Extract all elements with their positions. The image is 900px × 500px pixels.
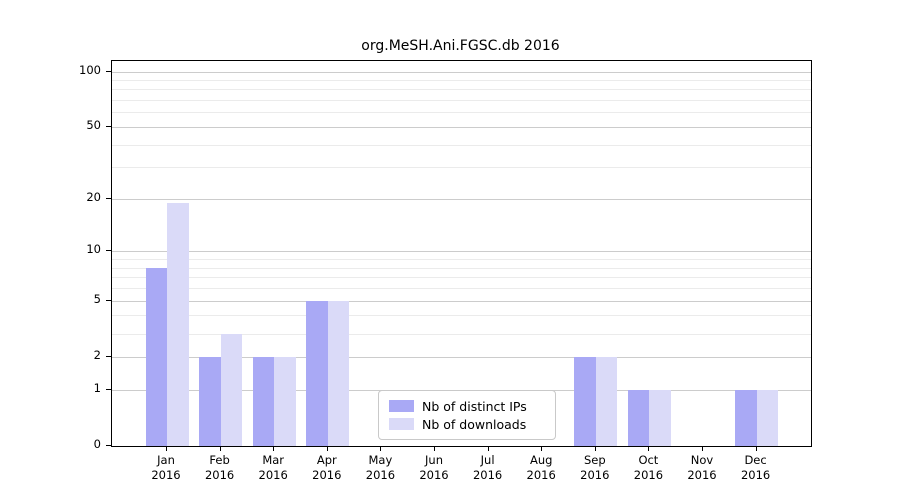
x-axis-tick xyxy=(166,446,167,451)
y-axis-tick xyxy=(106,445,111,446)
bar-downloads xyxy=(167,202,189,446)
x-axis-month-label: Oct 2016 xyxy=(633,453,664,482)
legend-swatch-downloads xyxy=(389,418,414,430)
bar-downloads xyxy=(327,300,350,446)
x-axis-tick xyxy=(273,446,275,451)
y-axis-tick-label: 50 xyxy=(86,117,101,132)
y-axis-tick xyxy=(106,388,111,390)
gridline-minor xyxy=(112,259,811,261)
gridline-minor xyxy=(112,288,811,290)
y-axis-tick xyxy=(106,125,111,127)
bar-downloads xyxy=(756,389,779,446)
x-axis-tick xyxy=(541,446,543,451)
x-axis-month-label: Jun 2016 xyxy=(419,453,449,482)
y-axis-tick-label: 20 xyxy=(86,189,101,204)
x-axis-month-label: Sep 2016 xyxy=(580,453,610,482)
x-axis-tick xyxy=(434,446,435,451)
bar-distinct-ips xyxy=(306,300,328,446)
gridline-major xyxy=(112,71,811,73)
gridline-major xyxy=(112,198,811,200)
legend-swatch-distinct-ips xyxy=(389,400,414,412)
y-axis-tick-label: 0 xyxy=(93,437,101,451)
x-axis-month-label: Dec 2016 xyxy=(740,453,771,482)
bar-distinct-ips xyxy=(145,267,167,446)
gridline-minor xyxy=(112,112,811,114)
bar-distinct-ips xyxy=(735,389,757,446)
x-axis-month-label: Aug 2016 xyxy=(526,453,556,482)
bar-distinct-ips xyxy=(252,356,275,446)
bar-downloads xyxy=(649,389,671,446)
x-axis-month-label: Nov 2016 xyxy=(687,453,717,482)
gridline-major xyxy=(112,300,811,302)
bar-downloads xyxy=(274,356,296,446)
x-axis-month-label: Jan 2016 xyxy=(151,453,181,482)
chart-title: org.MeSH.Ani.FGSC.db 2016 xyxy=(361,38,560,54)
x-axis-tick xyxy=(755,446,757,451)
x-axis-tick xyxy=(648,446,650,451)
y-axis-tick xyxy=(106,197,111,199)
x-axis-month-label: May 2016 xyxy=(365,453,396,482)
gridline-major xyxy=(112,251,811,253)
bar-downloads xyxy=(220,333,243,446)
legend-label-downloads: Nb of downloads xyxy=(422,416,527,432)
legend-row-distinct-ips: Nb of distinct IPs xyxy=(379,399,555,414)
y-axis-tick xyxy=(106,355,111,357)
x-axis-month-label: Feb 2016 xyxy=(204,453,235,482)
plot-area xyxy=(111,60,812,447)
bar-downloads xyxy=(595,356,618,446)
gridline-minor xyxy=(112,100,811,102)
x-axis-tick xyxy=(487,446,489,451)
y-axis-tick xyxy=(106,70,111,72)
gridline-minor xyxy=(112,79,811,81)
x-axis-tick xyxy=(380,446,382,451)
gridline-major xyxy=(112,126,811,128)
y-axis-tick-label: 100 xyxy=(79,62,101,77)
legend-label-distinct-ips: Nb of distinct IPs xyxy=(422,398,527,414)
y-axis-tick-label: 1 xyxy=(93,380,101,395)
gridline-minor xyxy=(112,144,811,146)
y-axis-tick xyxy=(106,250,111,252)
x-axis-tick xyxy=(326,446,328,451)
x-axis-tick xyxy=(702,446,703,451)
x-axis-tick xyxy=(219,446,221,451)
y-axis-tick-label: 5 xyxy=(93,291,101,306)
bar-distinct-ips xyxy=(199,356,221,446)
legend-row-downloads: Nb of downloads xyxy=(379,417,555,432)
y-axis-tick-label: 2 xyxy=(93,347,101,362)
gridline-major xyxy=(112,356,811,358)
gridline-minor xyxy=(112,89,811,91)
gridline-minor xyxy=(112,267,811,269)
gridline-minor xyxy=(112,167,811,169)
y-axis-tick-label: 10 xyxy=(86,242,101,257)
gridline-minor xyxy=(112,333,811,335)
gridline-minor xyxy=(112,277,811,279)
x-axis-month-label: Mar 2016 xyxy=(258,453,288,482)
gridline-minor xyxy=(112,315,811,317)
y-axis-tick xyxy=(106,299,111,301)
bar-distinct-ips xyxy=(627,389,650,446)
x-axis-tick xyxy=(594,446,596,451)
legend: Nb of distinct IPs Nb of downloads xyxy=(378,390,556,440)
x-axis-month-label: Apr 2016 xyxy=(312,453,342,482)
x-axis-month-label: Jul 2016 xyxy=(472,453,503,482)
bar-distinct-ips xyxy=(574,356,596,446)
